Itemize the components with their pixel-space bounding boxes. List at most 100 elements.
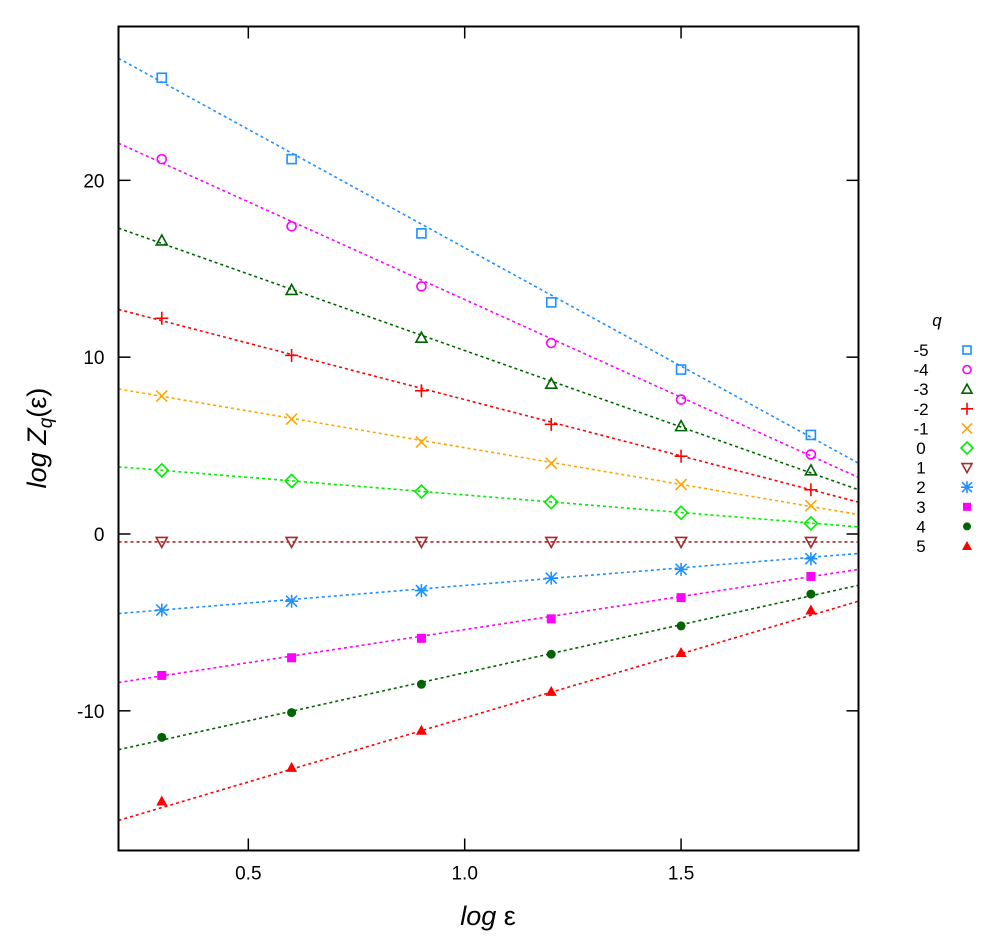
y-tick-label: 20: [83, 171, 104, 192]
diamond-open-marker-icon: [283, 473, 300, 489]
series-q-5: [118, 57, 859, 464]
fit-line: [118, 142, 859, 479]
data-series-layer: [118, 57, 859, 822]
triangle-down-open-marker-icon: [154, 536, 169, 550]
circle-open-marker-icon: [416, 281, 427, 292]
triangle-filled-marker-icon: [156, 795, 168, 806]
diamond-open-marker-icon: [673, 505, 689, 521]
circle-open-marker-icon: [962, 364, 972, 375]
series-q3: [118, 568, 859, 684]
x-axis-title: log ε: [460, 901, 516, 931]
legend-label: -1: [913, 419, 928, 438]
legend-label: -2: [913, 400, 928, 419]
series-q-1: [118, 388, 859, 516]
square-open-marker-icon: [416, 228, 427, 239]
triangle-open-marker-icon: [804, 463, 818, 476]
triangle-filled-marker-icon: [675, 646, 687, 657]
cross-marker-icon: [545, 457, 558, 470]
cross-marker-icon: [961, 422, 973, 434]
star-marker-icon: [804, 552, 818, 566]
fit-line: [118, 584, 859, 751]
diamond-open-marker-icon: [803, 515, 819, 532]
square-filled-marker-icon: [546, 614, 556, 624]
circle-open-marker-icon: [545, 337, 557, 349]
legend-label: 3: [916, 498, 925, 517]
legend-label: 2: [916, 478, 925, 497]
fit-line: [118, 552, 859, 615]
series-q2: [118, 552, 859, 617]
cross-marker-icon: [285, 412, 298, 426]
series-q4: [118, 584, 859, 751]
triangle-filled-marker-icon: [415, 724, 427, 735]
legend-label: 4: [916, 517, 925, 536]
y-tick-label: 0: [94, 525, 105, 546]
triangle-open-marker-icon: [544, 376, 559, 389]
series-q-2: [118, 308, 859, 503]
cross-marker-icon: [804, 499, 817, 512]
plus-marker-icon: [961, 402, 973, 415]
square-filled-marker-icon: [416, 633, 426, 643]
series-q-3: [118, 227, 859, 491]
star-marker-icon: [674, 562, 688, 576]
fit-line: [118, 308, 859, 503]
triangle-down-open-marker-icon: [284, 536, 299, 550]
legend-label: -4: [913, 361, 928, 380]
square-open-marker-icon: [156, 72, 168, 84]
plus-marker-icon: [414, 384, 428, 398]
circle-open-marker-icon: [286, 221, 297, 232]
star-marker-icon: [414, 584, 428, 598]
triangle-filled-marker-icon: [286, 761, 298, 772]
triangle-down-open-marker-icon: [414, 536, 429, 550]
series-q5: [118, 600, 859, 822]
triangle-filled-marker-icon: [962, 541, 972, 550]
series-q0: [118, 462, 859, 532]
plot-frame: [117, 25, 860, 852]
star-marker-icon: [155, 603, 169, 617]
square-filled-marker-icon: [287, 653, 297, 663]
y-tick-label: 10: [83, 348, 104, 369]
star-marker-icon: [961, 481, 973, 494]
legend-label: 5: [916, 537, 925, 556]
plus-marker-icon: [285, 348, 299, 362]
plus-marker-icon: [155, 311, 169, 325]
legend-label: 1: [916, 459, 925, 478]
circle-filled-marker-icon: [963, 522, 971, 531]
plus-marker-icon: [674, 449, 688, 463]
cross-marker-icon: [415, 435, 428, 449]
series-q1: [118, 536, 859, 550]
fit-line: [118, 568, 859, 684]
triangle-filled-marker-icon: [805, 604, 817, 615]
axis-ticks: 0.5 1.0 1.5 -10 0 10 20: [77, 26, 859, 885]
circle-filled-marker-icon: [806, 589, 816, 599]
square-filled-marker-icon: [963, 502, 971, 511]
circle-open-marker-icon: [805, 449, 817, 460]
legend-title: q: [932, 311, 942, 330]
square-filled-marker-icon: [806, 571, 816, 581]
triangle-open-marker-icon: [154, 233, 169, 246]
fit-line: [118, 57, 859, 464]
triangle-down-open-marker-icon: [544, 536, 559, 550]
x-tick-label: 1.5: [668, 864, 694, 885]
triangle-open-marker-icon: [414, 330, 429, 344]
fit-line: [118, 465, 859, 528]
fit-line: [118, 388, 859, 516]
circle-filled-marker-icon: [676, 621, 686, 631]
circle-open-marker-icon: [156, 153, 168, 165]
triangle-down-open-marker-icon: [674, 536, 688, 550]
circle-filled-marker-icon: [546, 649, 556, 659]
y-tick-label: -10: [77, 702, 104, 723]
star-marker-icon: [285, 594, 299, 608]
triangle-down-open-marker-icon: [804, 536, 818, 550]
circle-filled-marker-icon: [416, 679, 426, 689]
legend-label: -5: [913, 341, 928, 360]
fit-line: [118, 227, 859, 491]
x-tick-label: 1.0: [451, 864, 477, 885]
plus-marker-icon: [544, 417, 558, 431]
square-filled-marker-icon: [676, 593, 686, 603]
triangle-open-marker-icon: [960, 382, 974, 395]
square-open-marker-icon: [675, 364, 687, 375]
square-open-marker-icon: [805, 429, 817, 441]
triangle-down-open-marker-icon: [960, 462, 974, 475]
legend-label: -3: [913, 380, 928, 399]
